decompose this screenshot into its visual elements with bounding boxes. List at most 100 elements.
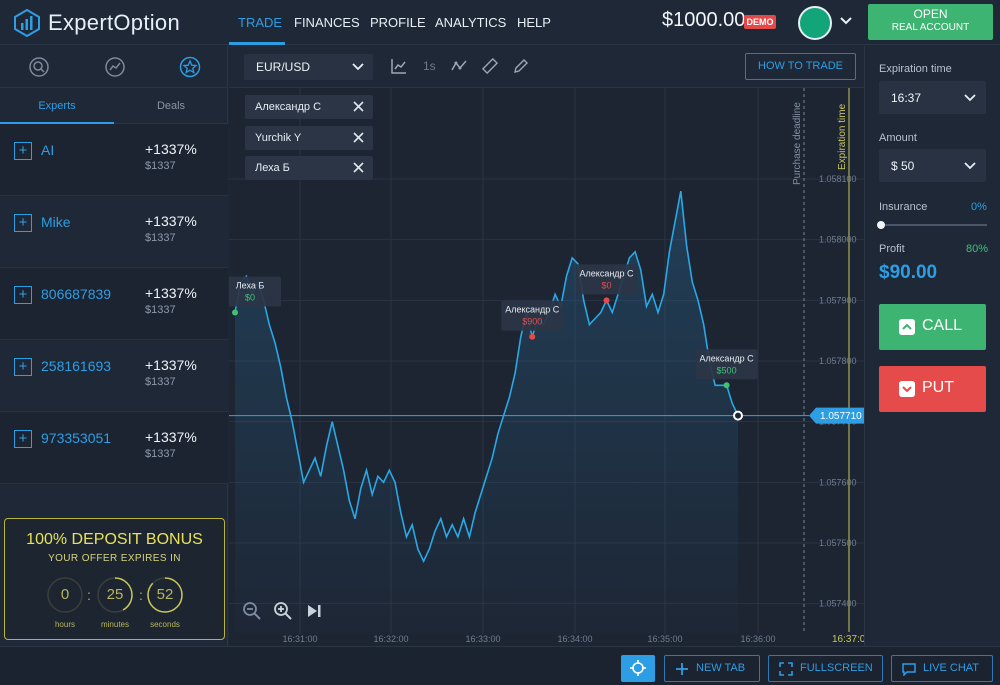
marker-dot [723, 382, 730, 389]
add-expert-button[interactable]: + [14, 286, 32, 304]
new-tab-label: NEW TAB [696, 662, 746, 674]
tab-deals[interactable]: Deals [156, 100, 186, 112]
trade-marker[interactable]: Леха Б $0 [229, 276, 281, 316]
y-tick-label: 1.058000 [819, 235, 857, 245]
expert-percent: +1337% [145, 141, 197, 157]
marker-box [501, 300, 564, 331]
star-icon[interactable] [179, 56, 201, 78]
plus-icon [676, 663, 688, 675]
countdown-minutes-label: minutes [100, 620, 129, 629]
deposit-bonus-banner[interactable]: 100% DEPOSIT BONUS YOUR OFFER EXPIRES IN… [4, 518, 225, 640]
insurance-slider-track[interactable] [879, 224, 987, 226]
balance[interactable]: $1000.00 [662, 9, 746, 31]
price-area [235, 191, 738, 634]
y-tick-label: 1.058100 [819, 174, 857, 184]
marker-amount: $900 [522, 317, 542, 327]
marker-dot [232, 309, 238, 316]
add-expert-button[interactable]: + [14, 214, 32, 232]
list-item[interactable]: + 806687839 +1337% $1337 [0, 268, 228, 340]
open-account-line1: OPEN [913, 7, 948, 21]
crosshair-button[interactable] [621, 655, 655, 682]
x-tick-label: 16:35:00 [647, 634, 682, 644]
countdown-colon: : [139, 587, 143, 603]
minutes-ring [97, 577, 133, 613]
chart-type-icon[interactable] [391, 58, 407, 74]
close-icon[interactable] [353, 101, 364, 112]
expert-amount: $1337 [145, 376, 176, 388]
tab-active-indicator [0, 122, 228, 124]
list-item[interactable]: + 973353051 +1337% $1337 [0, 412, 228, 484]
nav-active-indicator [229, 42, 285, 45]
asset-select[interactable]: EUR/USD [244, 54, 373, 80]
footer-bar: NEW TAB FULLSCREEN LIVE CHAT [0, 646, 1000, 685]
x-tick-label: 16:33:00 [465, 634, 500, 644]
trade-marker[interactable]: Александр С $900 [501, 300, 564, 340]
trader-chip[interactable]: Александр С [245, 95, 373, 119]
search-analysis-icon[interactable] [28, 56, 50, 78]
countdown-hours: 0 [60, 586, 70, 603]
fullscreen-button[interactable]: FULLSCREEN [768, 655, 883, 682]
clock-chart-icon[interactable] [104, 56, 126, 78]
nav-analytics[interactable]: ANALYTICS [435, 15, 507, 30]
trade-marker[interactable]: Александр С $500 [695, 349, 758, 389]
marker-dot [529, 333, 536, 340]
list-item[interactable]: + AI +1337% $1337 [0, 124, 228, 196]
chevron-down-icon[interactable] [838, 13, 854, 29]
zoom-out-icon[interactable] [242, 601, 262, 621]
insurance-slider-handle[interactable] [877, 221, 885, 229]
nav-trade[interactable]: TRADE [238, 15, 283, 30]
close-icon[interactable] [353, 132, 364, 143]
list-item[interactable]: + Mike +1337% $1337 [0, 196, 228, 268]
ruler-icon[interactable] [482, 58, 498, 74]
trader-name: Александр С [255, 101, 322, 113]
skip-to-end-icon[interactable] [305, 601, 325, 621]
price-chart[interactable]: Purchase deadline Expiration time 1.0581… [229, 88, 864, 646]
put-button[interactable]: PUT [879, 366, 986, 412]
chevron-down-icon [964, 94, 976, 102]
y-tick-label: 1.057800 [819, 356, 857, 366]
add-expert-button[interactable]: + [14, 358, 32, 376]
marker-trader-name: Александр С [580, 268, 635, 278]
expert-percent: +1337% [145, 285, 197, 301]
expert-percent: +1337% [145, 357, 197, 373]
add-expert-button[interactable]: + [14, 430, 32, 448]
logo-icon [14, 9, 40, 37]
open-account-line2: REAL ACCOUNT [891, 22, 970, 33]
trader-chip[interactable]: Yurchik Y [245, 126, 373, 150]
live-chat-label: LIVE CHAT [923, 662, 980, 674]
nav-profile[interactable]: PROFILE [370, 15, 426, 30]
pencil-icon[interactable] [513, 58, 529, 74]
top-header: ExpertOption TRADE FINANCES PROFILE ANAL… [0, 0, 1000, 45]
marker-box [695, 349, 758, 380]
price-line [234, 190, 739, 564]
current-price-dot [733, 410, 743, 421]
add-expert-button[interactable]: + [14, 142, 32, 160]
logo[interactable]: ExpertOption [14, 8, 180, 38]
call-button[interactable]: CALL [879, 304, 986, 350]
open-real-account-button[interactable]: OPEN REAL ACCOUNT [868, 4, 993, 40]
chart-toolbar: EUR/USD 1s HOW TO TRADE [229, 46, 864, 88]
tab-experts[interactable]: Experts [38, 100, 76, 112]
expert-percent: +1337% [145, 213, 197, 229]
live-chat-button[interactable]: LIVE CHAT [891, 655, 993, 682]
trader-chip[interactable]: Леха Б [245, 156, 373, 180]
how-to-trade-button[interactable]: HOW TO TRADE [745, 53, 856, 80]
left-panel-tabs: Experts Deals [0, 88, 228, 124]
close-icon[interactable] [353, 162, 364, 173]
timeframe-select[interactable]: 1s [423, 59, 436, 73]
indicators-icon[interactable] [451, 58, 467, 74]
logo-text: ExpertOption [48, 10, 181, 35]
avatar[interactable] [798, 6, 832, 40]
nav-finances[interactable]: FINANCES [294, 15, 360, 30]
zoom-in-icon[interactable] [273, 601, 293, 621]
list-item[interactable]: + 258161693 +1337% $1337 [0, 340, 228, 412]
x-tick-label: 16:36:00 [740, 634, 775, 644]
amount-select[interactable]: $ 50 [879, 149, 986, 182]
new-tab-button[interactable]: NEW TAB [664, 655, 760, 682]
y-tick-label: 1.057500 [819, 538, 857, 548]
expiration-time-select[interactable]: 16:37 [879, 81, 986, 114]
trade-marker[interactable]: Александр С $0 [575, 264, 638, 304]
trader-name: Леха Б [255, 162, 290, 174]
nav-help[interactable]: HELP [517, 15, 551, 30]
